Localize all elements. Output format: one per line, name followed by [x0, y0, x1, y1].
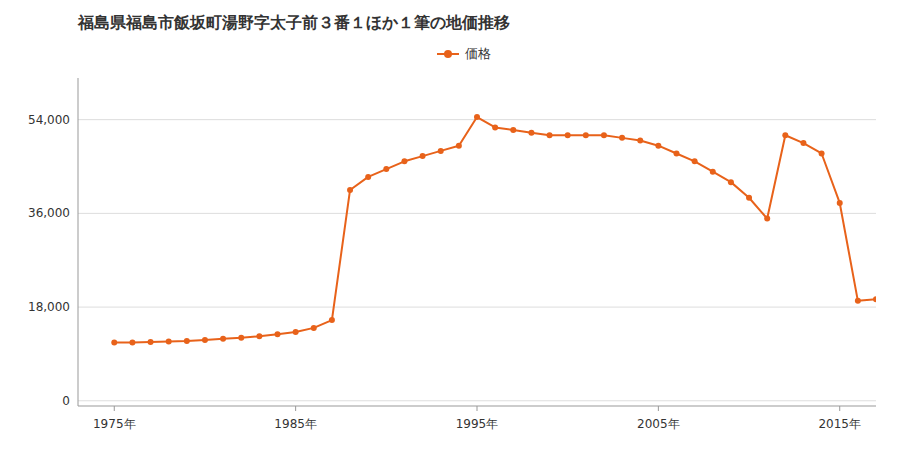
- point: [692, 158, 698, 164]
- point: [438, 148, 444, 154]
- point: [547, 132, 553, 138]
- point: [166, 338, 172, 344]
- y-tick-label: 36,000: [28, 206, 70, 220]
- point: [492, 124, 498, 130]
- grid-line: [78, 400, 876, 401]
- grid-line: [78, 213, 876, 214]
- plot-data: [111, 114, 876, 345]
- grid-line: [78, 307, 876, 308]
- point: [655, 143, 661, 149]
- y-tick-label: 54,000: [28, 113, 70, 127]
- point: [837, 200, 843, 206]
- x-tick-label: 2005年: [637, 417, 680, 431]
- point: [528, 130, 534, 136]
- point: [184, 338, 190, 344]
- y-tick-label: 0: [62, 394, 70, 408]
- point: [510, 127, 516, 133]
- point: [238, 335, 244, 341]
- point: [329, 317, 335, 323]
- point: [347, 187, 353, 193]
- point: [873, 296, 876, 302]
- x-tick-label: 1995年: [456, 417, 499, 431]
- point: [764, 216, 770, 222]
- point: [311, 325, 317, 331]
- x-tick: [295, 406, 296, 411]
- point: [256, 333, 262, 339]
- point: [782, 132, 788, 138]
- point: [365, 174, 371, 180]
- x-tick-label: 1985年: [274, 417, 317, 431]
- point: [855, 298, 861, 304]
- point: [293, 329, 299, 335]
- x-tick: [477, 406, 478, 411]
- x-tick: [658, 406, 659, 411]
- x-tick-label: 1975年: [93, 417, 136, 431]
- legend-label: 価格: [465, 46, 491, 61]
- point: [111, 339, 117, 345]
- y-axis-line: [78, 78, 79, 406]
- chart: 福島県福島市飯坂町湯野字太子前３番１ほか１筆の地価推移 0 18,000 36,000…: [0, 0, 900, 450]
- point: [674, 150, 680, 156]
- point: [383, 166, 389, 172]
- point: [601, 132, 607, 138]
- point: [746, 195, 752, 201]
- legend: 価格: [437, 46, 491, 61]
- y-tick-label: 18,000: [28, 300, 70, 314]
- point: [800, 140, 806, 146]
- title: 福島県福島市飯坂町湯野字太子前３番１ほか１筆の地価推移: [77, 13, 510, 32]
- legend-marker: [444, 50, 452, 58]
- y-axis: 0 18,000 36,000 54,000: [28, 113, 876, 408]
- line: [114, 117, 876, 342]
- point: [710, 169, 716, 175]
- x-tick: [839, 406, 840, 411]
- point: [275, 331, 281, 337]
- point: [148, 339, 154, 345]
- point: [202, 337, 208, 343]
- point: [129, 339, 135, 345]
- x-axis: 1975年 1985年 1995年 2005年 2015年: [93, 406, 861, 431]
- point: [456, 143, 462, 149]
- point: [819, 150, 825, 156]
- point: [728, 179, 734, 185]
- point: [474, 114, 480, 120]
- point: [220, 336, 226, 342]
- x-tick: [114, 406, 115, 411]
- x-tick-label: 2015年: [818, 417, 861, 431]
- point: [583, 132, 589, 138]
- point: [401, 158, 407, 164]
- point: [565, 132, 571, 138]
- point: [420, 153, 426, 159]
- point: [619, 135, 625, 141]
- point: [637, 137, 643, 143]
